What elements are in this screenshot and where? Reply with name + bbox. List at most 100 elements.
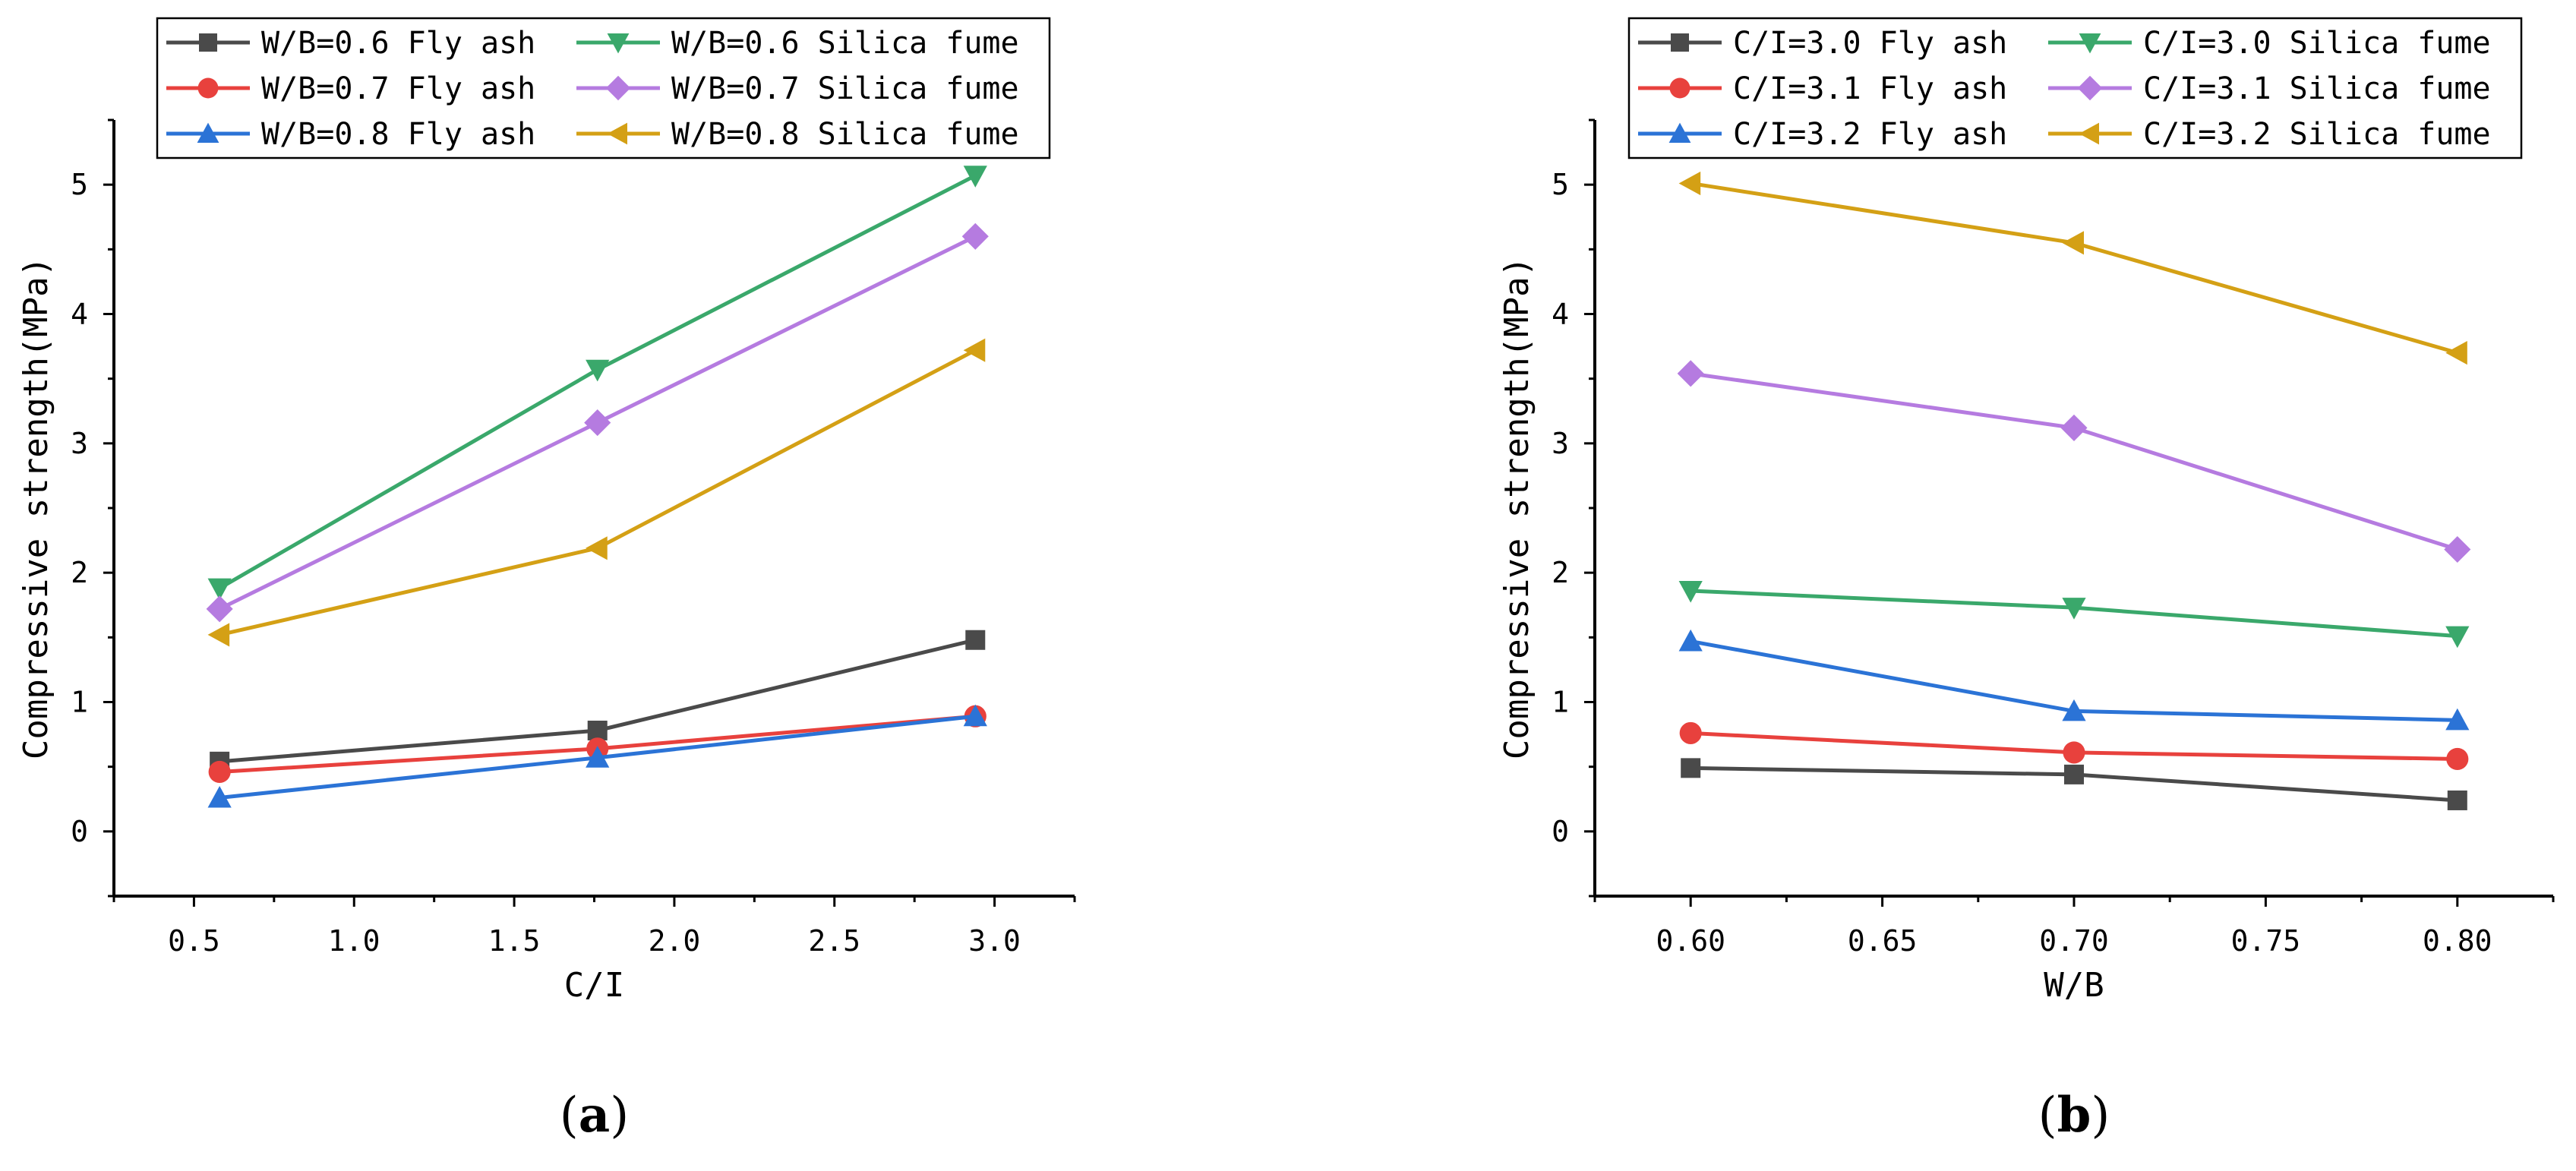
panel-b-series-c-i-3-0-fly-ash [1681,758,2467,810]
panel-a-y-tick-label: 1 [71,686,88,719]
panel-a-legend-marker [605,75,631,101]
panel-a-panel-label: (a) [560,1087,629,1144]
panel-a-data-point [584,409,611,437]
panel-a-data-point [207,578,232,601]
panel-b-data-point [1677,360,1704,387]
panel-a-x-tick-label: 0.5 [168,924,220,958]
panel-a-legend-label: W/B=0.6 Silica fume [671,26,1019,61]
panel-b-legend-marker [1668,122,1691,143]
panel-a-legend-label: W/B=0.7 Fly ash [261,71,535,106]
panel-a-legend-marker [607,33,630,54]
panel-b-y-tick-label: 5 [1552,168,1569,201]
panel-b-x-tick-label: 0.60 [1656,924,1725,958]
panel-b-x-tick-label: 0.70 [2039,924,2109,958]
panel-b-y-tick-label: 2 [1552,556,1569,589]
panel-a-data-point [207,785,232,808]
panel-a-legend-label: W/B=0.7 Silica fume [671,71,1019,106]
panel-a-series-w-b-0-7-silica-fume [206,223,989,623]
panel-b-data-point [1681,758,1701,778]
panel-a-x-tick-label: 2.5 [808,924,860,958]
panel-a-legend-marker [197,122,219,143]
panel-a-data-point [586,746,610,768]
panel-b-y-tick-label: 0 [1552,815,1569,848]
panel-a-x-tick-label: 1.5 [488,924,541,958]
panel-b-legend-label: C/I=3.1 Silica fume [2143,71,2491,106]
panel-a-data-point [586,536,608,560]
panel-a-y-tick-label: 3 [71,427,88,460]
panel-b-data-point [2445,626,2470,649]
panel-b-legend-marker [2079,33,2101,54]
panel-a-legend-item: W/B=0.7 Silica fume [576,71,1019,106]
panel-b-x-tick-label: 0.75 [2231,924,2301,958]
panel-a-legend-label: W/B=0.8 Fly ash [261,117,535,152]
panel-b-legend-label: C/I=3.0 Silica fume [2143,26,2491,61]
panel-b-legend-label: C/I=3.2 Silica fume [2143,117,2491,152]
panel-b-series-c-i-3-1-silica-fume [1677,360,2471,563]
panel-a-data-point [963,704,987,727]
panel-a-data-point [587,720,608,740]
panel-b-series-c-i-3-1-fly-ash [1679,721,2469,771]
panel-a-legend-item: W/B=0.6 Fly ash [166,26,535,61]
panel-a-data-point [961,223,989,250]
panel-b-legend-label: C/I=3.0 Fly ash [1733,26,2007,61]
panel-b-data-point [2447,790,2467,810]
panel-a-data-point [207,623,230,647]
panel-a-legend-marker [197,77,219,99]
panel-b-data-point [2062,598,2086,620]
panel-b-data-point [2445,708,2470,731]
panel-b-y-tick-label: 1 [1552,686,1569,719]
panel-b-series-c-i-3-2-fly-ash [1678,629,2470,731]
panel-b-data-point [2062,699,2086,721]
panel-b-data-point [2445,341,2467,365]
panel-b-y-tick-label: 3 [1552,427,1569,460]
panel-a-y-axis-title: Compressive strength(MPa) [17,257,55,759]
panel-a-legend-item: W/B=0.6 Silica fume [576,26,1019,61]
panel-b-legend-label: C/I=3.1 Fly ash [1733,71,2007,106]
panel-b-legend-item: C/I=3.1 Silica fume [2048,71,2491,106]
panel-a-data-point [965,630,986,650]
panel-b-legend-item: C/I=3.2 Fly ash [1638,117,2007,152]
panel-a-data-point [206,595,233,623]
panel-b-legend-marker [1669,77,1690,99]
panel-a-legend-marker [607,122,627,145]
panel-b-x-axis-title: W/B [2044,966,2104,1005]
panel-b-data-point [2064,764,2084,784]
panel-b-legend-item: C/I=3.0 Silica fume [2048,26,2491,61]
panel-b-data-point [2446,747,2469,771]
panel-b-series-c-i-3-2-silica-fume [1678,171,2467,365]
panel-a-y-tick-label: 5 [71,168,88,201]
panel-a-series-w-b-0-6-silica-fume [207,166,987,601]
panel-a-series-w-b-0-8-fly-ash [207,704,987,808]
panel-a-legend-item: W/B=0.8 Fly ash [166,117,535,152]
panel-b-legend-item: C/I=3.2 Silica fume [2048,117,2491,152]
panel-a-x-tick-label: 1.0 [328,924,380,958]
panel-a-x-tick-label: 2.0 [649,924,701,958]
chart-panel-a: 0 1 2 3 4 5 0.5 1.0 1.5 2.0 2.5 3.0 C/I Compressive s… [17,17,1076,1144]
panel-b-data-point [2060,414,2088,441]
panel-a-legend-label: W/B=0.8 Silica fume [671,117,1019,152]
panel-b-x-tick-label: 0.80 [2423,924,2492,958]
panel-a-y-tick-label: 4 [71,298,88,331]
panel-b-x-tick-label: 0.65 [1848,924,1918,958]
panel-b-y-axis-title: Compressive strength(MPa) [1498,257,1536,759]
panel-b-data-point [2063,741,2085,764]
panel-b-data-point [1678,171,1701,196]
panel-a-legend: W/B=0.6 Fly ash W/B=0.7 Fly ash W/B=0.8 Fl… [156,17,1051,159]
panel-b-data-point [1679,721,1702,744]
panel-b-y-tick-label: 4 [1552,298,1569,331]
panel-a-legend-marker [199,33,217,52]
panel-a-legend-item: W/B=0.8 Silica fume [576,117,1019,152]
panel-a-x-tick-label: 3.0 [968,924,1021,958]
panel-a-legend-label: W/B=0.6 Fly ash [261,26,535,61]
panel-a-series-w-b-0-8-silica-fume [207,338,986,647]
panel-a-data-point [963,338,986,362]
panel-a-data-point [586,359,610,382]
panel-b-legend-marker [2079,122,2099,145]
chart-panel-b: 0 1 2 3 4 5 0.60 0.65 0.70 0.75 0.80 W/B Compressive… [1498,17,2555,1144]
panel-a-data-point [963,166,987,188]
panel-b-legend-item: C/I=3.1 Fly ash [1638,71,2007,106]
panel-a-x-axis-title: C/I [564,966,624,1005]
panel-b-data-point [1678,629,1703,652]
